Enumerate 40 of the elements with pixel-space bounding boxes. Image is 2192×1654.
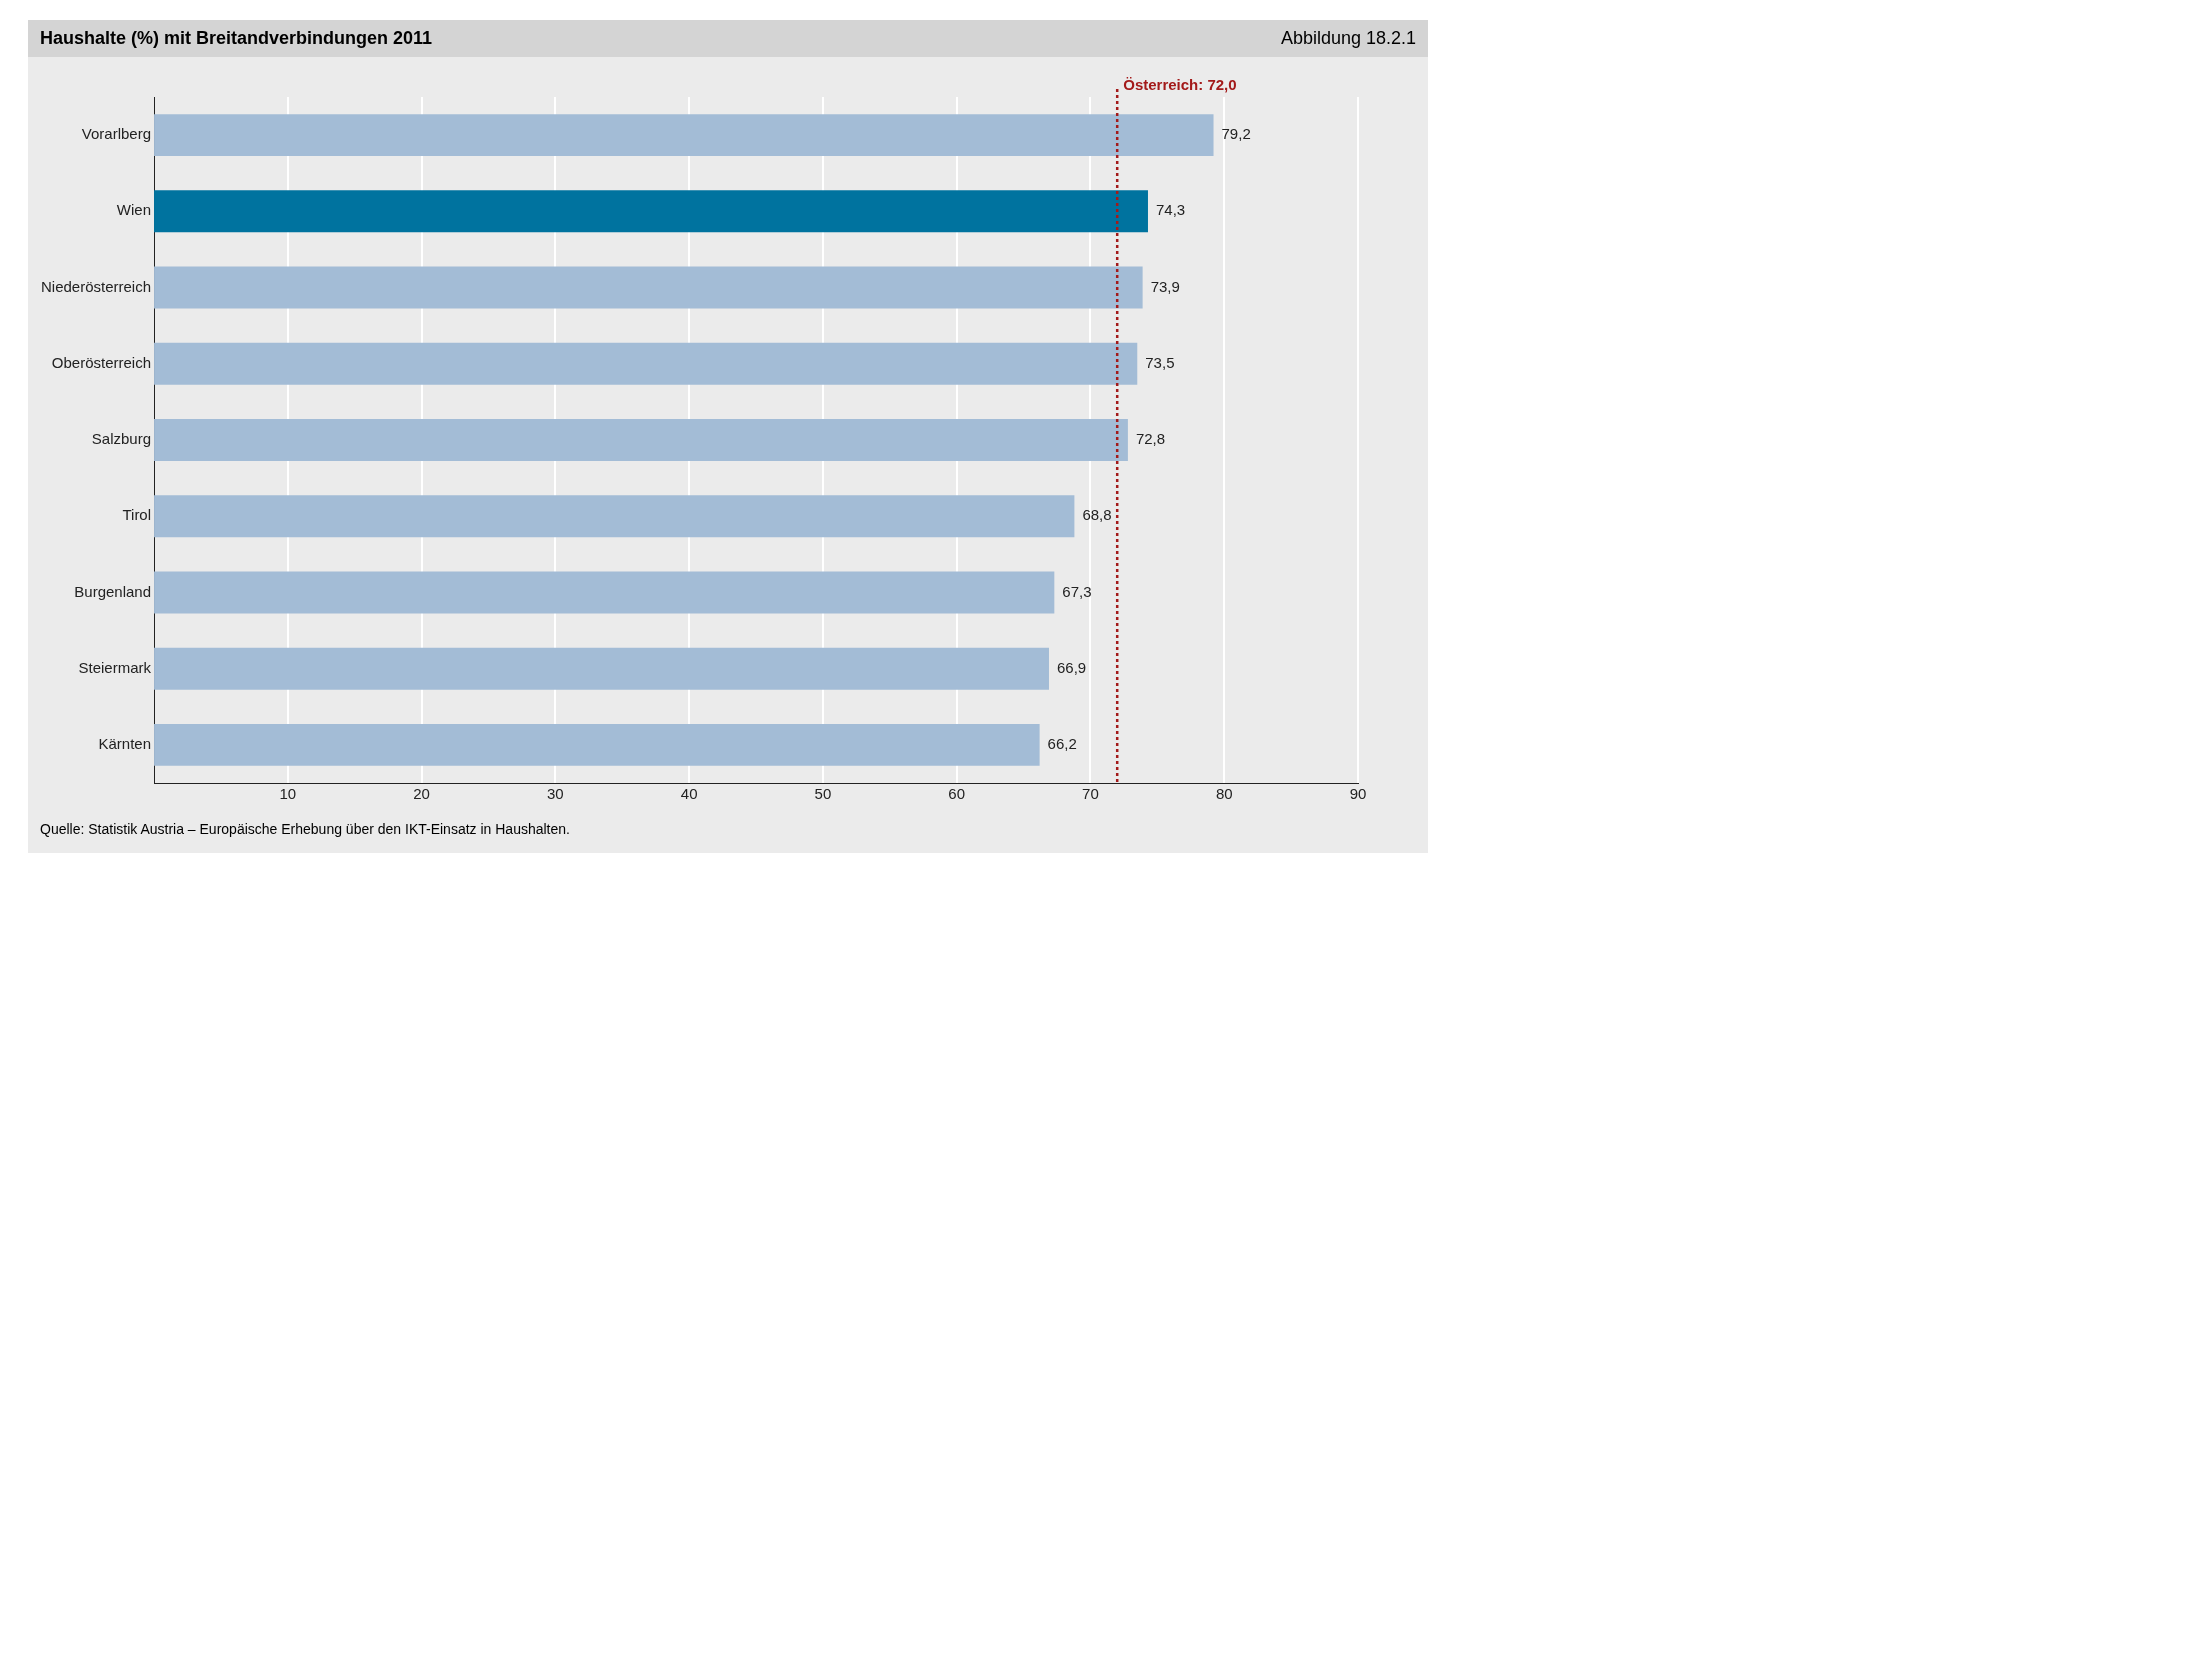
x-tick-label: 70 [1082,785,1099,803]
bar [154,266,1143,309]
data-label: 66,2 [1047,735,1077,753]
chart-title: Haushalte (%) mit Breitandverbindungen 2011 [40,28,433,49]
bar [154,114,1214,157]
x-tick-label: 90 [1349,785,1367,803]
data-label: 66,9 [1056,658,1087,676]
data-label: 68,8 [1082,506,1112,524]
x-tick-label: 80 [1215,785,1233,803]
bar [154,190,1148,233]
data-label: 74,3 [1155,201,1186,219]
x-tick-label: 40 [680,785,698,803]
y-tick-label: Oberösterreich [51,353,152,371]
x-tick-label: 50 [814,785,832,803]
y-tick-label: Vorarlberg [81,125,152,143]
data-label: 72,8 [1135,430,1166,448]
bar [154,571,1055,614]
y-tick-label: Steiermark [78,658,152,676]
y-tick-label: Niederösterreich [41,277,152,295]
data-label: 79,2 [1221,125,1251,143]
y-tick-label: Tirol [122,506,152,524]
y-tick-label: Kärnten [98,735,152,753]
source-note: Quelle: Statistik Austria – Europäische Erhebung über den IKT-Einsatz in Haushalten. [39,820,571,839]
x-tick-label: 30 [547,785,564,803]
bar [154,419,1128,461]
data-label: 73,5 [1145,353,1175,371]
y-tick-label: Burgenland [74,582,152,600]
y-tick-label: Salzburg [91,430,152,448]
x-tick-label: 20 [413,785,430,803]
data-label: 67,3 [1062,582,1092,600]
text: Abbildung 18.2.1 [1280,28,1416,49]
x-tick-label: 10 [279,785,297,803]
bar [154,647,1049,690]
bar [154,342,1138,385]
bar [154,723,1040,766]
ref-line-label: Österreich: 72,0 [1123,75,1237,93]
bar [154,495,1075,538]
y-tick-label: Wien [116,201,152,219]
data-label: 73,9 [1150,277,1180,295]
x-tick-label: 60 [948,785,966,803]
